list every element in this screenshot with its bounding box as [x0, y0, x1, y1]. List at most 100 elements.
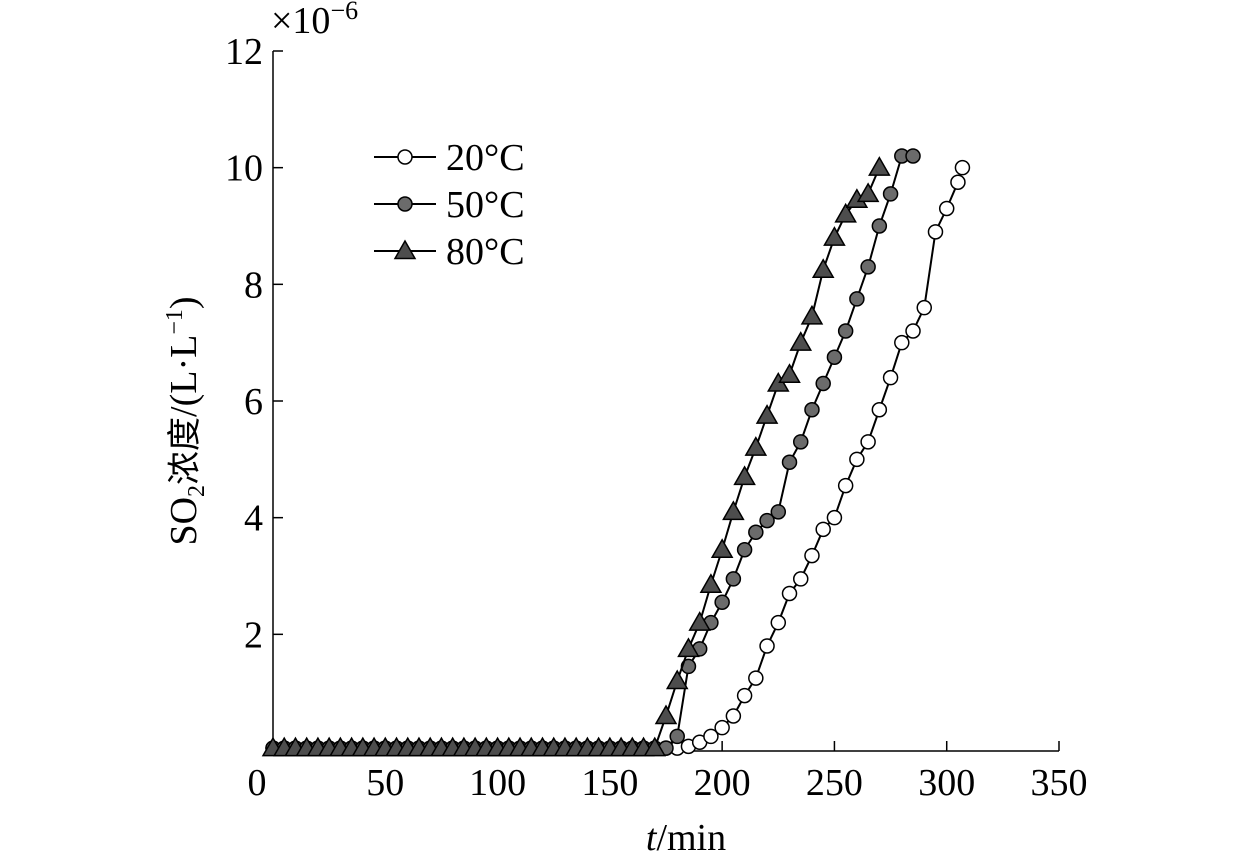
data-point	[905, 323, 921, 339]
series-0	[265, 159, 971, 756]
data-point	[759, 512, 775, 529]
data-point	[815, 375, 831, 392]
data-point	[905, 148, 921, 164]
data-point	[826, 349, 843, 365]
data-point	[665, 669, 689, 690]
legend-entry: 20°C	[374, 137, 525, 179]
y-axis-multiplier: ×10−6	[271, 0, 358, 42]
data-point	[792, 434, 809, 450]
y-tick-label: 8	[244, 264, 263, 306]
data-point	[792, 571, 809, 587]
data-point	[733, 465, 756, 486]
x-axis-title-variable: t	[646, 817, 658, 855]
data-point	[714, 719, 730, 736]
legend: 20°C 50°C 80°C	[374, 137, 525, 273]
data-point	[837, 323, 854, 339]
legend-entry: 50°C	[374, 184, 525, 226]
y-axis-title-unit-open: /(L·L	[163, 335, 205, 417]
data-point	[826, 509, 843, 526]
data-point	[927, 224, 944, 240]
y-axis-title: SO2浓度/(L·L−1)	[162, 296, 210, 545]
series-1	[265, 148, 921, 756]
data-point	[882, 186, 899, 202]
series-2	[261, 156, 891, 757]
data-point	[789, 331, 813, 351]
multiplier-exponent: −6	[330, 0, 358, 25]
data-point	[725, 708, 742, 724]
data-point	[397, 196, 413, 212]
y-tick-label: 2	[244, 614, 263, 656]
data-point	[815, 521, 831, 538]
x-tick-label: 0	[248, 762, 267, 804]
data-point	[736, 542, 753, 558]
x-tick-label: 50	[366, 762, 404, 804]
data-point	[770, 614, 787, 631]
multiplier-base: ×10	[271, 0, 330, 42]
data-point	[722, 500, 745, 521]
y-axis-title-cn: 浓度	[165, 417, 205, 485]
data-point	[759, 638, 775, 654]
x-tick-label: 150	[581, 762, 638, 804]
series-line	[273, 155, 914, 750]
legend-label: 50°C	[446, 184, 525, 226]
y-axis-title-unit-sup: −1	[162, 309, 188, 335]
data-point	[710, 538, 734, 558]
y-axis-title-unit-close: )	[163, 296, 205, 309]
x-tick-label: 100	[469, 762, 526, 804]
data-point	[834, 202, 857, 223]
data-point	[654, 704, 678, 725]
data-point	[748, 524, 764, 540]
data-point	[781, 454, 798, 470]
data-point	[849, 451, 865, 468]
data-point	[748, 670, 764, 686]
data-point	[725, 571, 742, 587]
data-point	[669, 728, 685, 745]
y-tick-label: 10	[225, 148, 263, 190]
data-point	[916, 299, 933, 316]
x-tick-label: 250	[806, 762, 863, 804]
x-tick-label: 350	[1031, 762, 1088, 804]
data-point	[755, 404, 779, 424]
y-axis-title-main: SO	[163, 497, 205, 546]
x-ticks: 0 50 100 150 200 250 300 350	[248, 741, 1088, 804]
legend-entry: 80°C	[374, 231, 525, 273]
data-point	[804, 402, 820, 418]
data-point	[800, 304, 824, 325]
data-point	[823, 226, 846, 246]
data-point	[950, 174, 966, 190]
data-point	[860, 434, 876, 450]
data-point	[393, 239, 417, 260]
x-tick-label: 300	[918, 762, 975, 804]
data-point	[868, 156, 891, 176]
data-point	[849, 291, 865, 307]
data-point	[781, 585, 798, 602]
x-axis-title-unit: /min	[656, 817, 726, 855]
data-point	[397, 149, 413, 165]
legend-label: 80°C	[446, 231, 525, 273]
legend-label: 20°C	[446, 137, 525, 179]
data-point	[894, 334, 910, 351]
data-point	[804, 547, 820, 564]
y-tick-label: 4	[244, 498, 263, 540]
data-point	[954, 159, 971, 176]
data-point	[938, 200, 955, 217]
y-tick-label: 12	[225, 31, 263, 73]
data-point	[871, 218, 888, 234]
y-ticks: 2 4 6 8 10 12	[225, 31, 283, 656]
data-point	[688, 611, 711, 631]
data-point	[703, 728, 719, 745]
data-point	[778, 363, 801, 383]
x-tick-label: 200	[694, 762, 751, 804]
data-point	[882, 369, 899, 386]
data-point	[744, 436, 768, 456]
y-axis-title-subscript: 2	[184, 485, 210, 497]
data-point	[811, 258, 835, 278]
data-point	[871, 402, 888, 418]
data-point	[714, 594, 730, 610]
data-point	[770, 504, 787, 520]
x-axis-title: t/min	[646, 817, 726, 855]
data-point	[736, 687, 753, 704]
data-point	[856, 182, 880, 203]
data-point	[643, 736, 667, 757]
